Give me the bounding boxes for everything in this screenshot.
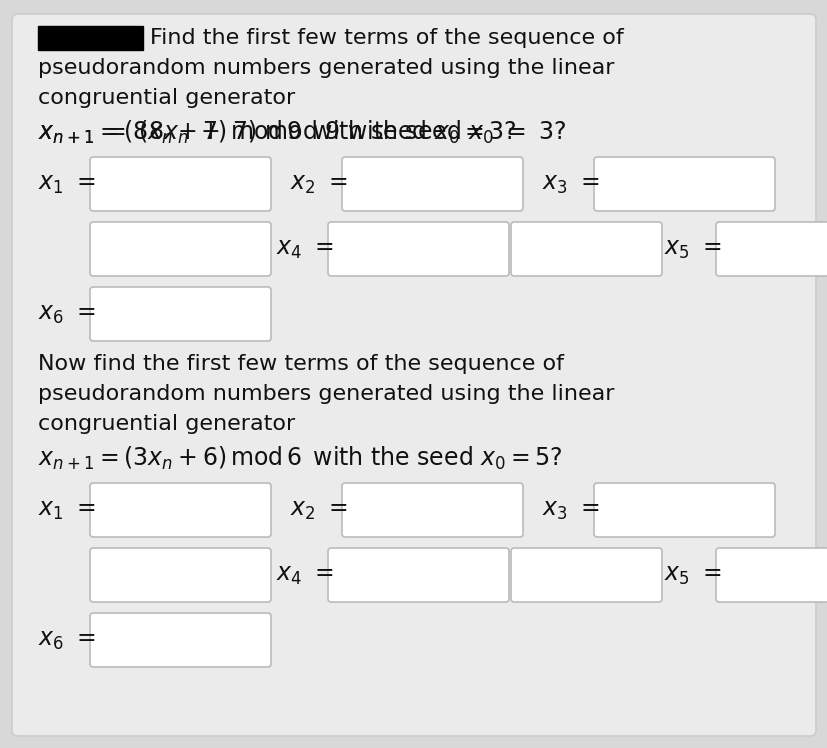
- FancyBboxPatch shape: [327, 222, 509, 276]
- Text: $x_6\ =$: $x_6\ =$: [38, 628, 95, 652]
- FancyBboxPatch shape: [90, 548, 270, 602]
- FancyBboxPatch shape: [593, 483, 774, 537]
- FancyBboxPatch shape: [342, 157, 523, 211]
- FancyBboxPatch shape: [510, 548, 662, 602]
- FancyBboxPatch shape: [90, 613, 270, 667]
- FancyBboxPatch shape: [342, 483, 523, 537]
- Text: pseudorandom numbers generated using the linear: pseudorandom numbers generated using the…: [38, 58, 614, 78]
- FancyBboxPatch shape: [90, 483, 270, 537]
- FancyBboxPatch shape: [715, 222, 827, 276]
- FancyBboxPatch shape: [90, 157, 270, 211]
- FancyBboxPatch shape: [510, 222, 662, 276]
- Text: pseudorandom numbers generated using the linear: pseudorandom numbers generated using the…: [38, 384, 614, 404]
- Text: $x_3\ =$: $x_3\ =$: [542, 498, 599, 522]
- Text: congruential generator: congruential generator: [38, 88, 295, 108]
- Text: $x_2\ =$: $x_2\ =$: [289, 172, 347, 196]
- Text: $x_3\ =$: $x_3\ =$: [542, 172, 599, 196]
- Text: $\mathit{x}_{n+1}$$\mathit{\  =\ (8x_n\ +\ 7)\ \mathrm{mod}\ 9}$ with seed $\mat: $\mathit{x}_{n+1}$$\mathit{\ =\ (8x_n\ +…: [38, 118, 566, 146]
- Text: $x_5\ =$: $x_5\ =$: [663, 563, 720, 587]
- FancyBboxPatch shape: [12, 14, 815, 736]
- Text: $x_4\ =$: $x_4\ =$: [275, 563, 333, 587]
- Text: Now find the first few terms of the sequence of: Now find the first few terms of the sequ…: [38, 354, 563, 374]
- Bar: [38, 26, 143, 50]
- FancyBboxPatch shape: [327, 548, 509, 602]
- Text: $x_{n+1} = (3x_n + 6)\,\mathrm{mod}\,6\,$ with the seed $x_0 = 5$?: $x_{n+1} = (3x_n + 6)\,\mathrm{mod}\,6\,…: [38, 444, 562, 471]
- Text: Find the first few terms of the sequence of: Find the first few terms of the sequence…: [150, 28, 623, 48]
- Text: $x_2\ =$: $x_2\ =$: [289, 498, 347, 522]
- Text: $x_1\ =$: $x_1\ =$: [38, 498, 95, 522]
- Text: $x_6\ =$: $x_6\ =$: [38, 302, 95, 326]
- FancyBboxPatch shape: [715, 548, 827, 602]
- Text: $x_5\ =$: $x_5\ =$: [663, 237, 720, 261]
- FancyBboxPatch shape: [90, 287, 270, 341]
- Text: $x_4\ =$: $x_4\ =$: [275, 237, 333, 261]
- Text: congruential generator: congruential generator: [38, 414, 295, 434]
- FancyBboxPatch shape: [90, 222, 270, 276]
- Text: $x_1\ =$: $x_1\ =$: [38, 172, 95, 196]
- FancyBboxPatch shape: [593, 157, 774, 211]
- Text: $x_{n+1} = (8x_n + 7)\,\mathrm{mod}\,9\,$ with seed $x_0 = 3$?: $x_{n+1} = (8x_n + 7)\,\mathrm{mod}\,9\,…: [38, 118, 516, 146]
